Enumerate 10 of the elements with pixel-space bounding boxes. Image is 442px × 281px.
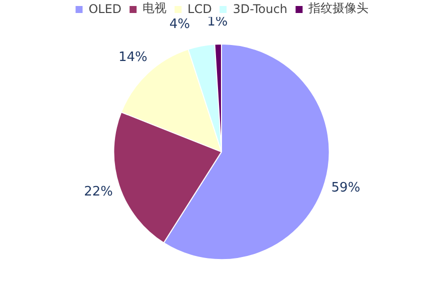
data-label: 4%	[169, 16, 190, 32]
legend-label: 电视	[142, 0, 167, 17]
data-label: 1%	[207, 14, 228, 30]
data-label: 22%	[84, 184, 113, 200]
data-label: 59%	[331, 180, 360, 196]
legend-label: 指纹摄像头	[308, 0, 368, 17]
legend-label: OLED	[88, 2, 122, 16]
legend-label: 3D-Touch	[232, 2, 288, 16]
legend-label: LCD	[188, 2, 212, 16]
data-label: 14%	[118, 50, 148, 65]
